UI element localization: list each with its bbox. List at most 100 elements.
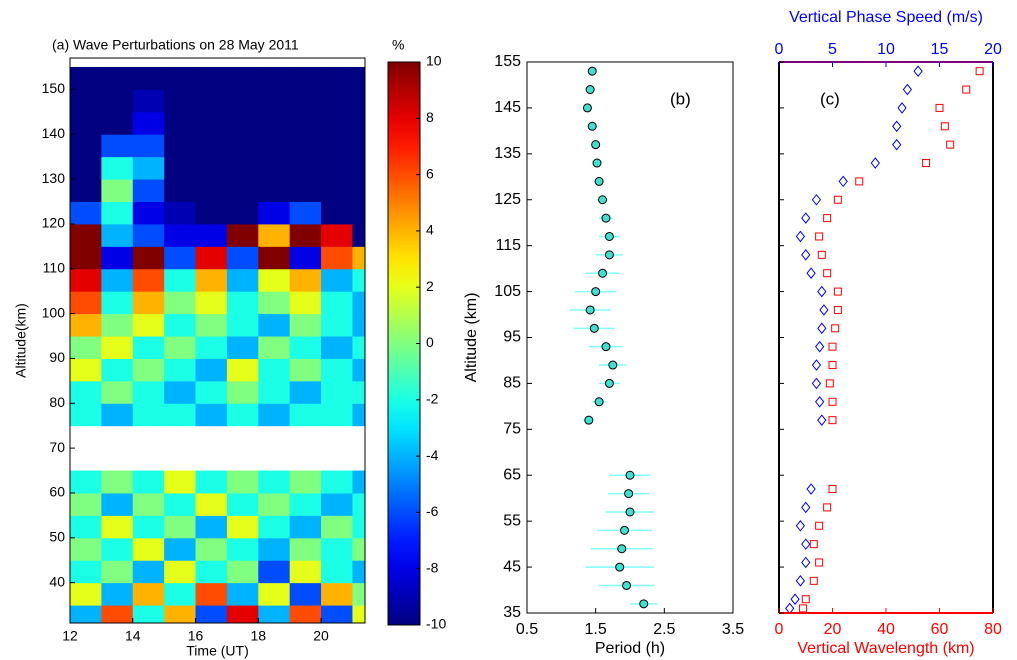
y-tick-label: 90 xyxy=(49,349,65,365)
heat-cell xyxy=(164,470,197,494)
heat-cell xyxy=(164,246,197,270)
heat-cell xyxy=(258,291,291,315)
heat-cell xyxy=(226,111,259,135)
data-point xyxy=(795,230,806,243)
heat-cell xyxy=(164,134,197,158)
data-point xyxy=(587,66,597,76)
colorbar-tick-label: -8 xyxy=(426,559,439,575)
data-point xyxy=(625,470,635,480)
data-point xyxy=(815,340,825,353)
heat-cell xyxy=(258,582,291,606)
heat-cell xyxy=(226,582,259,606)
heat-cell xyxy=(289,515,322,539)
heat-cell xyxy=(226,156,259,180)
data-point xyxy=(815,232,824,241)
x-tick-label: 3.5 xyxy=(722,621,744,638)
heat-cell xyxy=(164,111,197,135)
heat-cell xyxy=(289,470,322,494)
data-point xyxy=(617,544,627,554)
data-point xyxy=(817,322,827,335)
colorbar-label: % xyxy=(392,37,404,53)
data-point xyxy=(809,576,818,585)
heat-cell xyxy=(195,470,228,494)
heat-cell xyxy=(195,134,228,158)
data-point xyxy=(801,212,811,224)
heat-cell xyxy=(132,223,165,247)
y-tick-label: 65 xyxy=(503,466,521,483)
data-point xyxy=(935,103,944,112)
heat-cell xyxy=(352,179,365,202)
data-point xyxy=(823,503,832,512)
y-tick-label: 150 xyxy=(42,80,66,96)
heat-cell xyxy=(101,66,134,90)
heat-cell xyxy=(70,156,102,180)
heat-cell xyxy=(352,403,365,427)
data-point xyxy=(828,342,837,351)
heat-cell xyxy=(352,223,365,247)
data-point xyxy=(591,287,601,297)
data-point xyxy=(831,324,840,333)
data-point xyxy=(897,102,907,114)
heat-cell xyxy=(195,380,228,404)
heat-cell xyxy=(164,582,197,606)
heat-cell xyxy=(289,492,322,516)
x-tick-label: 2.5 xyxy=(653,621,675,638)
heat-cell xyxy=(289,66,322,90)
heat-cell xyxy=(258,134,291,158)
heat-cell xyxy=(226,313,259,337)
heat-cell xyxy=(289,223,322,247)
heat-cell xyxy=(289,134,322,158)
heat-cell xyxy=(226,470,259,494)
data-point xyxy=(825,379,834,388)
heat-cell xyxy=(132,66,165,90)
heat-cell xyxy=(101,515,134,539)
heat-cell xyxy=(70,470,102,494)
x-tick-label: 60 xyxy=(931,621,949,638)
data-point xyxy=(790,593,800,606)
heat-cell xyxy=(352,134,365,158)
heat-cell xyxy=(195,560,228,584)
colorbar xyxy=(387,61,421,626)
heat-cell xyxy=(195,515,228,539)
heat-cell xyxy=(132,336,165,359)
heat-cell xyxy=(164,515,197,539)
heat-cell xyxy=(352,358,365,382)
heat-cell xyxy=(70,223,102,247)
heat-cell xyxy=(195,291,228,315)
heat-cell xyxy=(352,492,365,516)
data-point xyxy=(620,525,630,535)
x2-tick-label: 15 xyxy=(931,41,949,58)
heat-cell xyxy=(70,111,102,135)
heat-cell xyxy=(164,268,197,292)
data-point xyxy=(823,214,832,223)
data-point xyxy=(833,305,842,314)
colorbar-tick-label: -6 xyxy=(426,503,439,519)
data-point xyxy=(604,250,614,260)
y-tick-label: 70 xyxy=(49,439,65,455)
data-point xyxy=(815,521,824,530)
y-axis-label: Altitude(km) xyxy=(13,303,29,378)
heat-cell xyxy=(164,380,197,404)
y-tick-label: 110 xyxy=(43,259,66,275)
heat-cell xyxy=(164,358,197,382)
y-axis-label: Altitude (km) xyxy=(463,293,480,383)
heat-cell xyxy=(258,111,291,135)
heat-cell xyxy=(258,268,291,292)
heat-cell xyxy=(132,492,165,516)
heat-cell xyxy=(321,537,353,561)
heat-cell xyxy=(101,268,134,292)
heat-cell xyxy=(226,605,259,623)
heat-cell xyxy=(258,358,291,382)
data-point xyxy=(811,359,822,371)
heat-cell xyxy=(226,336,259,359)
heat-cell xyxy=(352,537,365,561)
heat-cell xyxy=(289,291,322,315)
data-point xyxy=(585,85,595,95)
heat-cell xyxy=(195,492,228,516)
heat-cell xyxy=(132,156,165,180)
heat-cell xyxy=(101,380,134,404)
heat-cell xyxy=(258,403,291,427)
y-tick-label: 75 xyxy=(503,421,521,438)
colorbar-tick-label: 2 xyxy=(426,278,434,294)
heat-cell xyxy=(289,403,322,427)
